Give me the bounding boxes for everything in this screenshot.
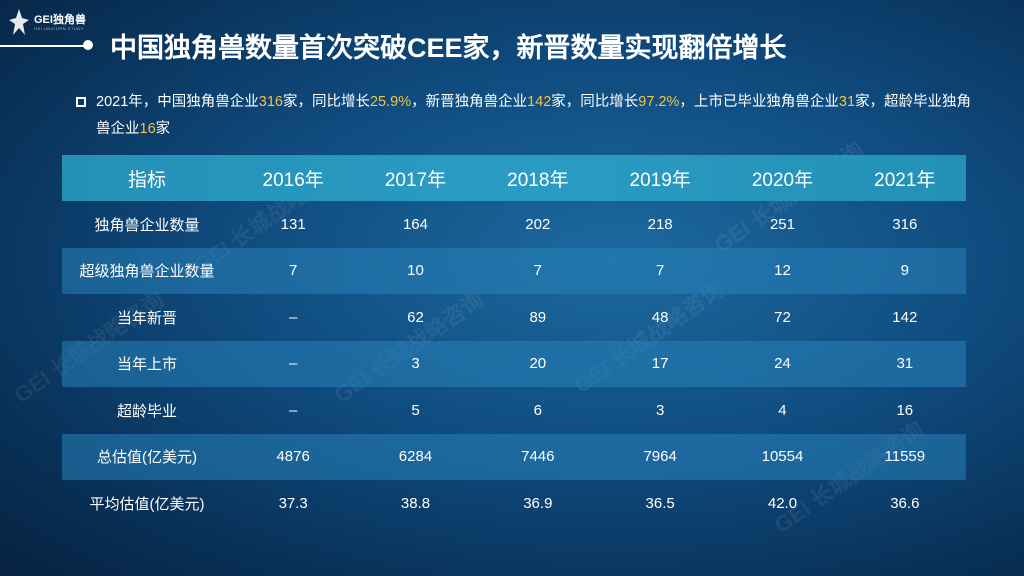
table-cell: –: [288, 355, 298, 373]
table-cell: 42.0: [767, 494, 798, 512]
table-cell: 37.3: [278, 494, 308, 512]
header-cell: 2017年: [384, 169, 447, 191]
table-cell: 4: [778, 401, 787, 419]
intro-paragraph: 2021年，中国独角兽企业316家，同比增长25.9%，新晋独角兽企业142家，…: [96, 89, 976, 143]
highlight-value: 97.2%: [638, 94, 680, 110]
table-cell: 24: [774, 355, 791, 373]
table-cell: 7: [288, 262, 298, 280]
table-cell: 4876: [276, 448, 310, 466]
table-cell: 10: [407, 262, 424, 280]
logo-subtext: GEI UNICORN STUDY: [34, 25, 84, 31]
table-cell: 89: [529, 308, 547, 326]
table-cell: 36.6: [890, 494, 920, 512]
table-cell: 7: [533, 262, 542, 280]
table-cell: 131: [280, 215, 306, 233]
table-cell: 251: [769, 215, 795, 233]
intro-text: ，新晋独角兽企业: [411, 94, 528, 110]
logo: GEI独角兽 GEI UNICORN STUDY: [8, 8, 86, 36]
table-cell: 62: [407, 308, 424, 326]
intro-text: 2021年，中国独角兽企业: [96, 94, 259, 110]
table-cell: 7: [655, 262, 665, 280]
table-cell: 7446: [521, 448, 555, 466]
highlight-value: 16: [139, 121, 156, 137]
table-cell: 12: [774, 262, 791, 280]
highlight-value: 25.9%: [369, 94, 412, 110]
header-cell: 2016年: [262, 169, 324, 191]
table-row: 总估值(亿美元) 4876 6284 7446 7964 10554 11559: [62, 433, 966, 480]
table-cell: 11559: [884, 448, 926, 466]
table-cell: 72: [774, 308, 791, 326]
bullet-square-icon: [76, 97, 86, 107]
row-label: 当年新晋: [116, 309, 177, 327]
table-cell: 20: [529, 355, 547, 373]
table-cell: 3: [411, 355, 420, 373]
table-cell: 9: [900, 262, 909, 280]
row-label: 超龄毕业: [116, 402, 177, 420]
table-cell: 17: [651, 355, 669, 373]
table-cell: 316: [892, 215, 918, 233]
intro-text: ，上市已毕业独角兽企业: [679, 94, 839, 110]
table-cell: 36.5: [645, 494, 675, 512]
title-rule: [0, 45, 86, 47]
table-cell: –: [288, 308, 298, 326]
table-header-row: 指标 2016年 2017年 2018年 2019年 2020年 2021年: [62, 155, 966, 201]
table-cell: 5: [411, 401, 420, 419]
unicorn-logo-icon: [9, 9, 29, 35]
table-cell: 48: [651, 308, 669, 326]
table-cell: 6284: [398, 448, 433, 466]
table-cell: 10554: [761, 448, 804, 466]
table-cell: 7964: [643, 448, 677, 466]
table-row: 当年新晋 – 62 89 48 72 142: [62, 294, 966, 341]
row-label: 总估值(亿美元): [97, 449, 197, 467]
table-row: 平均估值(亿美元) 37.3 38.8 36.9 36.5 42.0 36.6: [62, 480, 966, 527]
header-cell: 2021年: [874, 169, 936, 191]
header-cell: 2019年: [629, 169, 691, 191]
table-cell: 36.9: [523, 494, 553, 512]
page-title: 中国独角兽数量首次突破CEE家，新晋数量实现翻倍增长: [110, 33, 787, 63]
table-cell: 142: [892, 308, 918, 326]
intro-text: 家: [155, 121, 171, 137]
title-dot: [83, 40, 93, 50]
row-label: 当年上市: [116, 356, 177, 374]
intro-text: 家，同比增长: [282, 94, 370, 110]
highlight-value: 31: [838, 94, 856, 110]
table-cell: 164: [402, 215, 428, 233]
table-row: 超级独角兽企业数量 7 10 7 7 12 9: [62, 247, 966, 294]
header-cell: 2020年: [751, 169, 814, 191]
row-label: 超级独角兽企业数量: [79, 263, 215, 281]
table-cell: 31: [896, 355, 914, 373]
highlight-value: 316: [258, 94, 283, 110]
table-cell: 6: [533, 401, 542, 419]
header-cell: 2018年: [507, 169, 569, 191]
logo-text: GEI独角兽: [34, 13, 86, 26]
unicorn-stats-table: 指标 2016年 2017年 2018年 2019年 2020年 2021年 独…: [62, 155, 966, 527]
table-row: 超龄毕业 – 5 6 3 4 16: [62, 387, 966, 434]
intro-text: 家，同比增长: [551, 94, 639, 110]
row-label: 平均估值(亿美元): [89, 495, 205, 513]
table-cell: 16: [896, 401, 914, 419]
table-cell: 38.8: [400, 494, 431, 512]
table-row: 独角兽企业数量 131 164 202 218 251 316: [62, 201, 966, 248]
table-row: 当年上市 – 3 20 17 24 31: [62, 340, 966, 387]
row-label: 独角兽企业数量: [94, 216, 200, 234]
table-cell: 202: [525, 215, 551, 233]
highlight-value: 142: [527, 94, 552, 110]
table-cell: 3: [655, 401, 665, 419]
header-cell: 指标: [127, 169, 166, 191]
table-cell: –: [288, 401, 298, 419]
intro-text: 家，超龄毕业独角兽企业: [96, 94, 972, 137]
table-cell: 218: [647, 215, 673, 233]
